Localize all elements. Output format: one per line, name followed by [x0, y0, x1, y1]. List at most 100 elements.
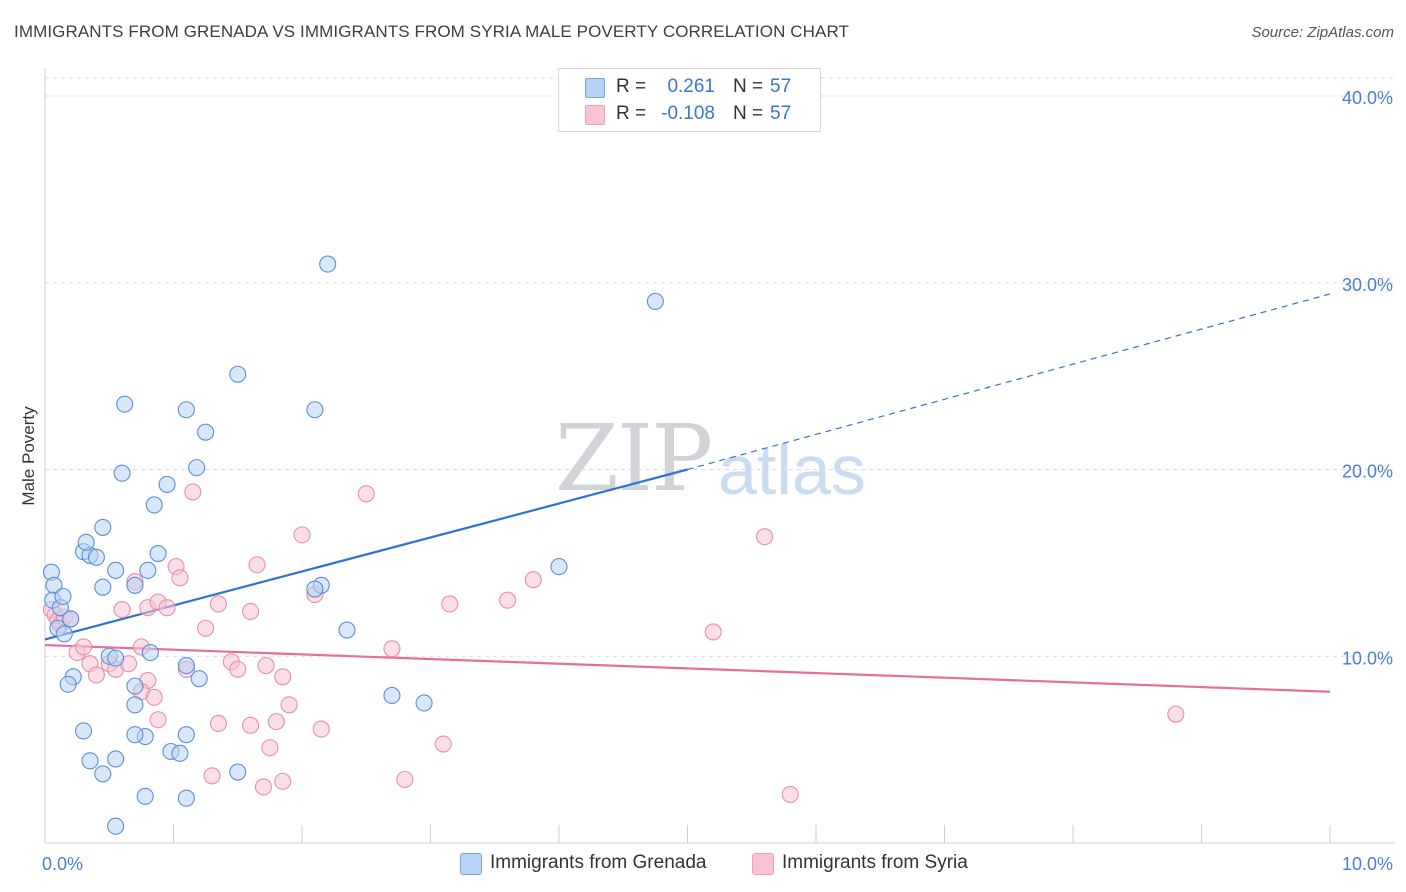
grenada-legend-swatch	[460, 853, 482, 875]
syria-point	[396, 770, 414, 789]
syria-point	[242, 716, 260, 734]
syria-point	[145, 688, 163, 706]
grenada-point	[81, 752, 99, 770]
grenada-point	[126, 576, 144, 594]
syria-point	[756, 528, 774, 546]
gridlines	[45, 77, 1395, 657]
legend-n-label: N =	[733, 76, 764, 97]
grenada-point	[306, 401, 324, 419]
grenada-swatch	[585, 78, 605, 98]
grenada-point	[62, 610, 80, 628]
legend-n-label: N =	[733, 103, 764, 124]
x-tick-label: 0.0%	[42, 854, 83, 874]
grenada-point	[126, 696, 144, 714]
series-grenada-points	[42, 255, 664, 835]
grenada-point	[338, 621, 356, 639]
grenada-point	[107, 817, 125, 835]
syria-point	[229, 660, 247, 678]
series-syria-points	[42, 483, 1185, 803]
syria-point	[434, 735, 452, 753]
trendline-grenada-extension	[687, 293, 1331, 471]
y-tick-label: 10.0%	[1342, 648, 1393, 668]
grenada-point	[177, 726, 195, 744]
chart-title: IMMIGRANTS FROM GRENADA VS IMMIGRANTS FR…	[14, 22, 850, 41]
watermark-zip: ZIP	[555, 405, 713, 512]
grenada-point	[139, 561, 157, 579]
trendline-syria	[44, 643, 1331, 693]
syria-point	[524, 571, 542, 589]
grenada-point	[383, 686, 401, 705]
syria-point	[209, 714, 228, 733]
grenada-point	[188, 459, 206, 477]
legend-r-value: 0.261	[667, 76, 715, 97]
syria-point	[184, 483, 202, 501]
grenada-point	[306, 580, 324, 598]
syria-point	[113, 601, 131, 619]
y-tick-label: 30.0%	[1342, 275, 1393, 295]
grenada-point	[415, 694, 433, 712]
x-tick-label: 10.0%	[1342, 854, 1393, 874]
y-axis-label: Male Poverty	[19, 406, 38, 506]
legend-r-value: -0.108	[661, 103, 715, 124]
correlation-legend: R = 0.261 N = 57 R = -0.108 N = 57	[558, 68, 821, 132]
tick-labels: 10.0% 20.0% 30.0% 40.0% 0.0% 10.0%	[42, 88, 1393, 874]
syria-point	[254, 778, 273, 796]
syria-point	[274, 668, 292, 686]
syria-point	[242, 602, 260, 620]
grenada-point	[149, 544, 167, 563]
y-tick-label: 20.0%	[1342, 462, 1393, 482]
grenada-point	[94, 518, 112, 536]
syria-point	[158, 599, 176, 617]
grenada-point	[171, 744, 189, 762]
grenada-legend-label: Immigrants from Grenada	[490, 852, 707, 873]
legend-r-label: R =	[616, 76, 647, 97]
syria-point	[781, 785, 799, 803]
syria-legend-label: Immigrants from Syria	[782, 852, 968, 873]
legend-r-label: R =	[616, 103, 647, 124]
grenada-point	[197, 423, 215, 441]
grenada-point	[126, 677, 144, 695]
syria-point	[149, 711, 167, 729]
syria-point	[704, 623, 722, 641]
grenada-point	[646, 292, 664, 310]
legend-row-syria: R = -0.108 N = 57	[559, 101, 820, 127]
syria-point	[87, 666, 105, 684]
syria-point	[248, 556, 266, 574]
grenada-point	[177, 789, 195, 807]
grenada-point	[190, 670, 208, 688]
y-tick-label: 40.0%	[1342, 88, 1393, 108]
syria-point	[257, 657, 275, 675]
syria-legend-swatch	[752, 853, 774, 875]
grenada-point	[116, 395, 134, 413]
grenada-point	[94, 578, 112, 596]
grenada-point	[177, 401, 195, 419]
syria-swatch	[585, 105, 605, 125]
syria-point	[75, 638, 93, 656]
syria-point	[383, 640, 401, 658]
grenada-point	[229, 763, 247, 781]
grenada-point	[177, 657, 195, 675]
syria-point	[357, 485, 375, 503]
grenada-point	[87, 548, 105, 566]
grenada-point	[158, 475, 176, 493]
syria-point	[261, 739, 279, 757]
syria-point	[499, 591, 517, 609]
grenada-point	[141, 643, 159, 662]
legend-n-value: 57	[770, 103, 792, 124]
grenada-point	[77, 533, 95, 551]
grenada-point	[107, 561, 125, 579]
axes	[44, 68, 1395, 844]
source-label: Source: ZipAtlas.com	[1251, 24, 1394, 41]
grenada-point	[113, 464, 131, 482]
grenada-point	[229, 365, 247, 383]
grenada-point	[319, 255, 337, 273]
syria-point	[209, 595, 228, 613]
legend-row-grenada: R = 0.261 N = 57	[559, 74, 820, 100]
grenada-point	[136, 787, 154, 805]
grenada-point	[550, 558, 568, 576]
legend-n-value: 57	[770, 76, 792, 97]
syria-point	[1167, 705, 1185, 723]
grenada-point	[107, 649, 125, 667]
syria-point	[312, 720, 330, 738]
grenada-point	[145, 496, 163, 514]
